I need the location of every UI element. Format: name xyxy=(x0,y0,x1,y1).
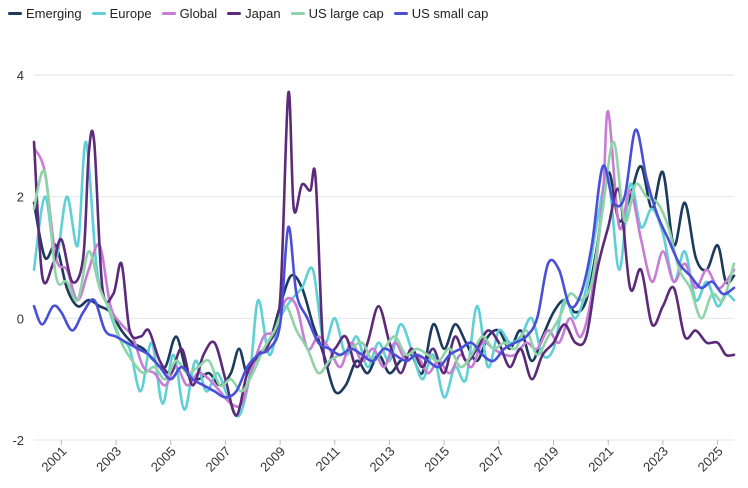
legend-item-us-large-cap[interactable]: US large cap xyxy=(290,6,384,21)
x-tick-label: 2019 xyxy=(531,444,562,475)
x-tick-label: 2015 xyxy=(421,444,452,475)
legend-swatch xyxy=(227,12,242,15)
y-axis-ticks: -2 0 2 4 xyxy=(12,68,24,448)
series-line-japan[interactable] xyxy=(32,90,736,418)
chart-legend: Emerging Europe Global Japan US large cap US … xyxy=(8,6,488,21)
legend-swatch xyxy=(290,12,305,15)
series-line-europe[interactable] xyxy=(32,140,736,418)
legend-label: US small cap xyxy=(411,6,489,21)
legend-label: Emerging xyxy=(26,6,82,21)
x-tick-label: 2017 xyxy=(476,444,507,475)
legend-swatch xyxy=(8,12,22,15)
legend-item-japan[interactable]: Japan xyxy=(227,6,281,21)
legend-swatch xyxy=(91,12,106,15)
legend-item-global[interactable]: Global xyxy=(161,6,218,21)
legend-item-us-small-cap[interactable]: US small cap xyxy=(393,6,489,21)
x-tick-label: 2021 xyxy=(585,444,616,475)
x-tick-label: 2003 xyxy=(93,444,124,475)
legend-swatch xyxy=(161,12,176,15)
x-tick-label: 2025 xyxy=(695,444,726,475)
x-tick-label: 2011 xyxy=(313,444,343,474)
x-tick-label: 2005 xyxy=(148,444,179,475)
x-tick-label: 2023 xyxy=(640,444,671,475)
y-tick-label: 4 xyxy=(17,68,24,83)
x-tick-label: 2009 xyxy=(257,444,288,475)
y-tick-label: 0 xyxy=(17,311,24,326)
legend-label: Global xyxy=(179,6,218,21)
legend-label: US large cap xyxy=(308,6,384,21)
y-tick-label: 2 xyxy=(17,190,24,205)
x-tick-label: 2001 xyxy=(38,444,69,475)
grid-lines xyxy=(34,74,734,441)
y-tick-label: -2 xyxy=(12,433,24,448)
x-axis-ticks: 2001 2003 2005 2007 2009 2011 2013 2015 2017 2019… xyxy=(38,440,726,475)
legend-item-europe[interactable]: Europe xyxy=(91,6,152,21)
legend-label: Japan xyxy=(245,6,281,21)
legend-label: Europe xyxy=(109,6,152,21)
x-tick-label: 2007 xyxy=(202,444,233,475)
series-line-us-small-cap[interactable] xyxy=(32,128,736,399)
x-tick-label: 2013 xyxy=(367,444,398,475)
series-line-global[interactable] xyxy=(32,110,736,408)
legend-item-emerging[interactable]: Emerging xyxy=(8,6,82,21)
legend-swatch xyxy=(393,12,408,15)
series-lines xyxy=(32,90,736,418)
